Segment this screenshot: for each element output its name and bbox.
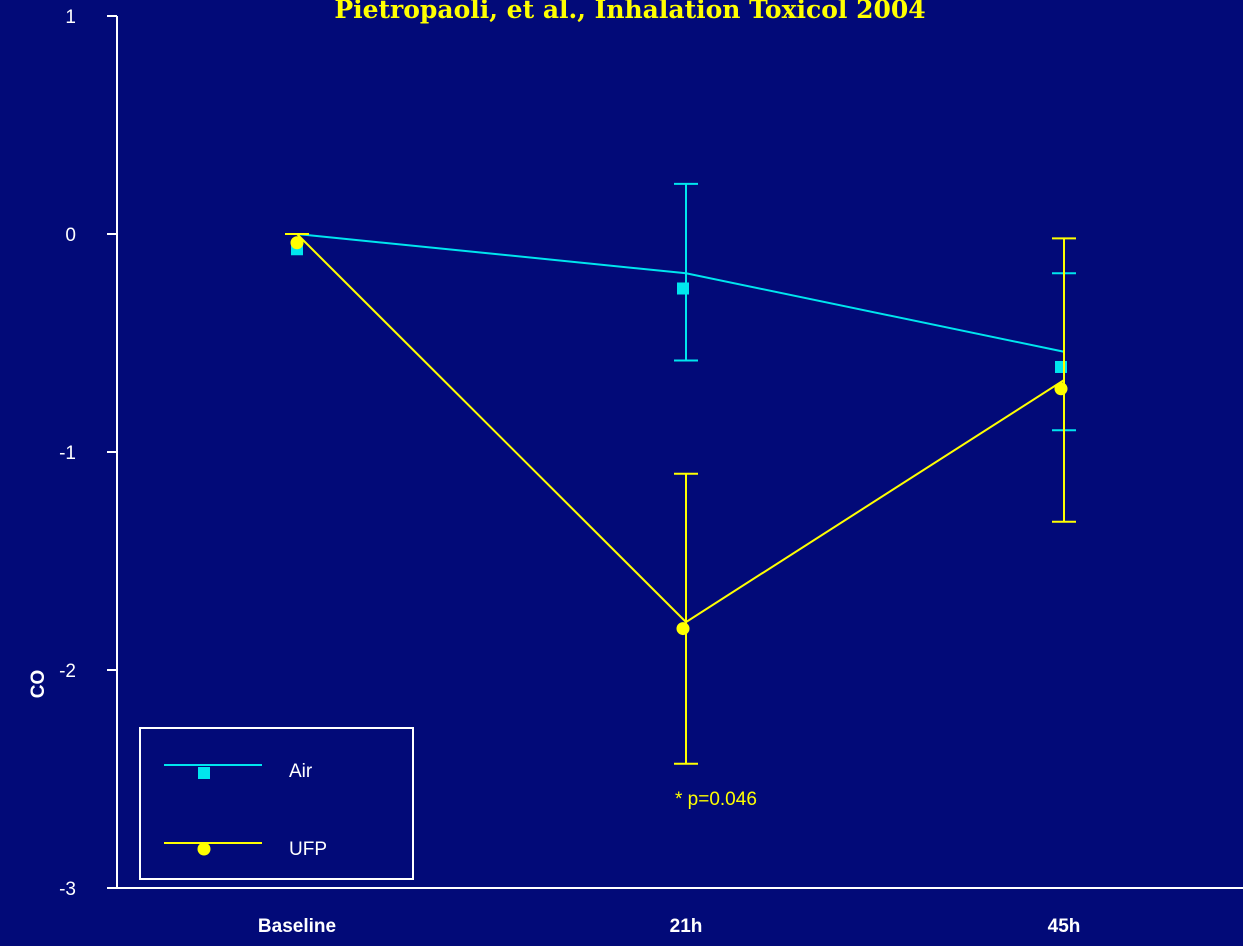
significance-annotation: * p=0.046	[675, 789, 757, 810]
legend-items: Air UFP	[164, 761, 327, 860]
series-ufp	[285, 233, 1076, 765]
y-axis-label: CO	[28, 670, 49, 699]
legend-label-air: Air	[289, 761, 313, 782]
x-tick-label: Baseline	[258, 916, 336, 937]
data-point-circle	[1054, 382, 1068, 396]
legend-marker-circle	[197, 842, 211, 856]
data-point-circle	[676, 622, 690, 636]
axes: 1 0 -1 -2 -3 Baseline 21h 45h	[59, 7, 1243, 937]
x-tick-label: 45h	[1048, 916, 1081, 937]
series-layer	[285, 182, 1076, 765]
legend-box	[139, 727, 414, 880]
chart-title: Pietropaoli, et al., Inhalation Toxicol …	[334, 0, 925, 24]
y-tick-label: -3	[59, 879, 76, 900]
legend-label-ufp: UFP	[289, 839, 327, 860]
legend: Air UFP	[139, 727, 414, 880]
data-point-circle	[290, 236, 304, 250]
data-point-square	[677, 282, 689, 295]
y-tick-label: -2	[59, 661, 76, 682]
y-tick-label: -1	[59, 443, 76, 464]
y-tick-label: 0	[65, 225, 76, 246]
series-air	[285, 182, 1076, 432]
annotations: * p=0.046	[675, 789, 757, 810]
x-tick-label: 21h	[670, 916, 703, 937]
data-point-square	[1055, 360, 1067, 373]
legend-marker-square	[198, 767, 210, 779]
y-tick-label: 1	[65, 7, 76, 28]
